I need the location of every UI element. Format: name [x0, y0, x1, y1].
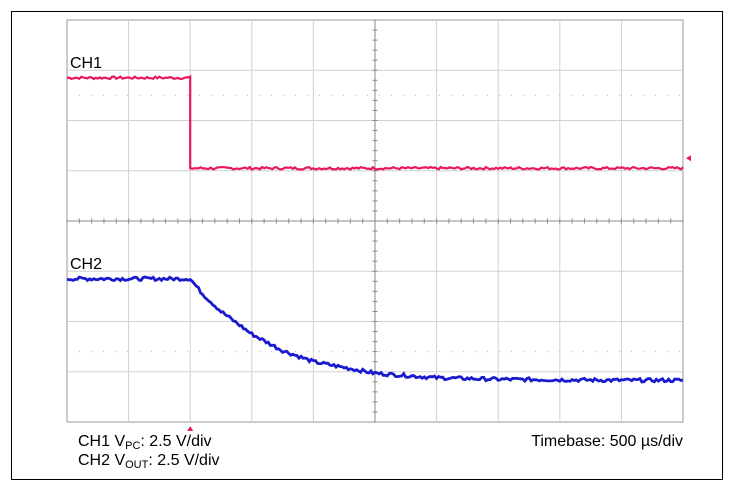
trigger-level-marker	[686, 155, 691, 162]
ch2-scale-suffix: : 2.5 V/div	[148, 452, 220, 469]
timebase-caption: Timebase: 500 µs/div	[531, 433, 683, 450]
ch2-label: CH2	[70, 256, 102, 273]
ch2-scale-subscript: OUT	[125, 459, 149, 471]
ch2-scale-prefix: CH2 V	[78, 452, 126, 469]
ch1-scale-subscript: PC	[125, 440, 141, 452]
oscilloscope-screen: CH1 CH2	[66, 19, 691, 431]
ch2-trace	[66, 275, 684, 384]
figure-frame: CH1 CH2	[11, 11, 723, 480]
ch2-scale-line: CH2 VOUT: 2.5 V/div	[78, 451, 220, 471]
ch1-scale-prefix: CH1 V	[78, 433, 126, 450]
ch1-scale-suffix: : 2.5 V/div	[140, 433, 212, 450]
ch1-trace	[66, 75, 684, 171]
ch1-scale-line: CH1 VPC: 2.5 V/div	[78, 432, 220, 452]
trigger-position-marker	[187, 426, 194, 431]
ch1-label: CH1	[70, 55, 102, 72]
channel-scale-caption: CH1 VPC: 2.5 V/div CH2 VOUT: 2.5 V/div	[78, 432, 220, 471]
